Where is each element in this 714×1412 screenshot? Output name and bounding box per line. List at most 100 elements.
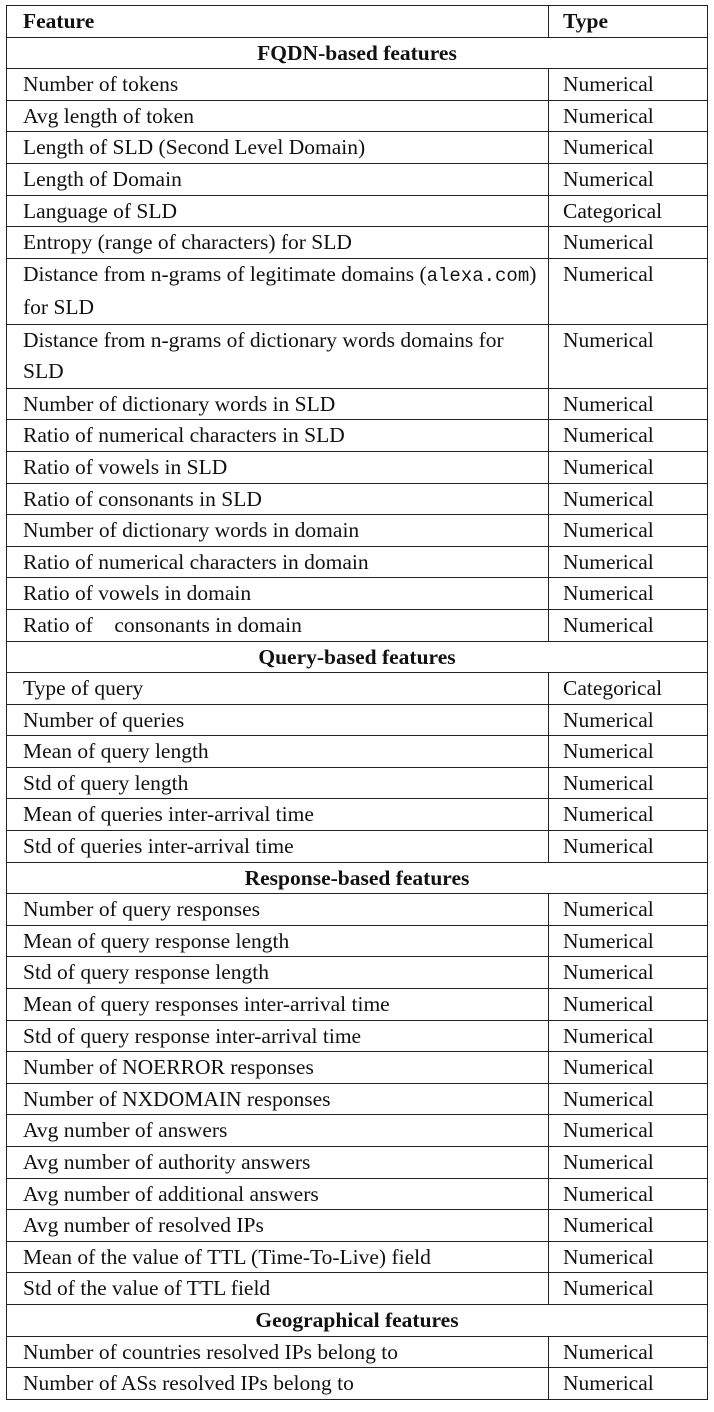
type-cell: Numerical: [548, 514, 708, 547]
feature-cell: Distance from n-grams of legitimate doma…: [6, 257, 549, 325]
feature-cell: Length of SLD (Second Level Domain): [6, 131, 549, 164]
table-row: Std of queries inter-arrival time Numeric…: [6, 830, 708, 863]
table-row: Entropy (range of characters) for SLD Num…: [6, 226, 708, 259]
type-cell: Numerical: [548, 1082, 708, 1116]
table-row: Avg number of authority answers Numerical: [6, 1146, 708, 1179]
table-row: Number of countries resolved IPs belong …: [6, 1335, 708, 1369]
type-cell: Numerical: [548, 893, 708, 926]
type-cell: Numerical: [548, 830, 708, 863]
table-row: Ratio of numerical characters in domain N…: [6, 545, 708, 579]
type-cell: Numerical: [548, 68, 708, 101]
table-row: Avg length of token Numerical: [6, 99, 708, 133]
type-cell: Numerical: [548, 924, 708, 958]
table-row: Distance from n-grams of dictionary word…: [6, 323, 708, 389]
type-cell: Categorical: [548, 194, 708, 228]
feature-cell: Ratio of consonants in domain: [6, 608, 549, 642]
type-column-header: Type: [548, 5, 708, 38]
features-table: Feature Type FQDN-based features Number o…: [6, 5, 708, 1400]
feature-cell: Std of query length: [6, 766, 549, 800]
table-row: Std of the value of TTL field Numerical: [6, 1272, 708, 1305]
table-row: Mean of queries inter-arrival time Numeri…: [6, 798, 708, 832]
table-row: Length of SLD (Second Level Domain) Numer…: [6, 131, 708, 164]
feature-cell: Mean of queries inter-arrival time: [6, 798, 549, 832]
feature-cell: Ratio of numerical characters in SLD: [6, 419, 549, 452]
table-row: Language of SLD Categorical: [6, 194, 708, 228]
table-row: Number of queries Numerical: [6, 703, 708, 737]
feature-column-header: Feature: [6, 5, 549, 38]
type-cell: Numerical: [548, 226, 708, 259]
feature-cell: Mean of query length: [6, 735, 549, 768]
type-cell: Numerical: [548, 956, 708, 990]
table-row: Number of NXDOMAIN responses Numerical: [6, 1082, 708, 1116]
type-cell: Numerical: [548, 608, 708, 642]
table-row: Number of query responses Numerical: [6, 893, 708, 926]
feature-cell: Mean of query response length: [6, 924, 549, 958]
feature-cell: Length of Domain: [6, 162, 549, 196]
feature-cell: Number of tokens: [6, 68, 549, 101]
table-row: Ratio of vowels in domain Numerical: [6, 577, 708, 610]
feature-cell: Avg number of authority answers: [6, 1146, 549, 1179]
feature-cell: Distance from n-grams of dictionary word…: [6, 323, 549, 389]
type-cell: Numerical: [548, 577, 708, 610]
section-title: Query-based features: [6, 640, 708, 674]
table-row: Avg number of answers Numerical: [6, 1114, 708, 1147]
feature-cell: Std of queries inter-arrival time: [6, 830, 549, 863]
feature-cell: Number of dictionary words in domain: [6, 514, 549, 547]
table-row: Distance from n-grams of legitimate doma…: [6, 257, 708, 325]
table-row: Mean of query responses inter-arrival ti…: [6, 988, 708, 1021]
header-row: Feature Type: [6, 5, 708, 38]
type-cell: Numerical: [548, 1051, 708, 1084]
type-cell: Numerical: [548, 798, 708, 832]
feature-cell: Ratio of numerical characters in domain: [6, 545, 549, 579]
feature-cell: Mean of query responses inter-arrival ti…: [6, 988, 549, 1021]
type-cell: Numerical: [548, 1019, 708, 1053]
feature-cell: Avg number of resolved IPs: [6, 1209, 549, 1242]
type-cell: Numerical: [548, 1272, 708, 1305]
feature-cell: Number of query responses: [6, 893, 549, 926]
table-row: Mean of query response length Numerical: [6, 924, 708, 958]
feature-cell: Number of NXDOMAIN responses: [6, 1082, 549, 1116]
type-cell: Numerical: [548, 545, 708, 579]
type-cell: Numerical: [548, 766, 708, 800]
table-row: Mean of query length Numerical: [6, 735, 708, 768]
section-title: FQDN-based features: [6, 36, 708, 70]
table-row: Std of query length Numerical: [6, 766, 708, 800]
table-row: Number of tokens Numerical: [6, 68, 708, 101]
feature-cell: Ratio of vowels in domain: [6, 577, 549, 610]
table-body: FQDN-based features Number of tokens Numer…: [6, 36, 708, 1400]
feature-cell: Number of queries: [6, 703, 549, 737]
type-cell: Numerical: [548, 419, 708, 452]
feature-cell: Mean of the value of TTL (Time-To-Live) …: [6, 1240, 549, 1274]
feature-cell: Language of SLD: [6, 194, 549, 228]
type-cell: Numerical: [548, 1177, 708, 1211]
feature-code: alexa.com: [426, 264, 530, 287]
table-row: Ratio of consonants in domain Numerical: [6, 608, 708, 642]
section-header-row: Query-based features: [6, 640, 708, 674]
type-cell: Numerical: [548, 1240, 708, 1274]
section-title: Geographical features: [6, 1303, 708, 1337]
table-row: Avg number of additional answers Numerica…: [6, 1177, 708, 1211]
feature-text: ) for SLD: [23, 261, 537, 320]
feature-cell: Avg number of answers: [6, 1114, 549, 1147]
feature-cell: Std of query response inter-arrival time: [6, 1019, 549, 1053]
feature-cell: Ratio of vowels in SLD: [6, 450, 549, 484]
feature-cell: Ratio of consonants in SLD: [6, 482, 549, 516]
table-row: Avg number of resolved IPs Numerical: [6, 1209, 708, 1242]
table-row: Ratio of consonants in SLD Numerical: [6, 482, 708, 516]
type-cell: Numerical: [548, 1209, 708, 1242]
type-cell: Numerical: [548, 323, 708, 389]
table-row: Number of NOERROR responses Numerical: [6, 1051, 708, 1084]
table-row: Number of dictionary words in domain Nume…: [6, 514, 708, 547]
feature-text: Distance from n-grams of legitimate doma…: [23, 261, 427, 286]
type-cell: Numerical: [548, 1114, 708, 1147]
table-row: Ratio of vowels in SLD Numerical: [6, 450, 708, 484]
table-row: Type of query Categorical: [6, 672, 708, 705]
type-cell: Numerical: [548, 1367, 708, 1400]
table-row: Mean of the value of TTL (Time-To-Live) …: [6, 1240, 708, 1274]
section-header-row: Geographical features: [6, 1303, 708, 1337]
feature-cell: Entropy (range of characters) for SLD: [6, 226, 549, 259]
feature-cell: Std of query response length: [6, 956, 549, 990]
type-cell: Numerical: [548, 131, 708, 164]
type-cell: Numerical: [548, 1146, 708, 1179]
type-cell: Numerical: [548, 735, 708, 768]
